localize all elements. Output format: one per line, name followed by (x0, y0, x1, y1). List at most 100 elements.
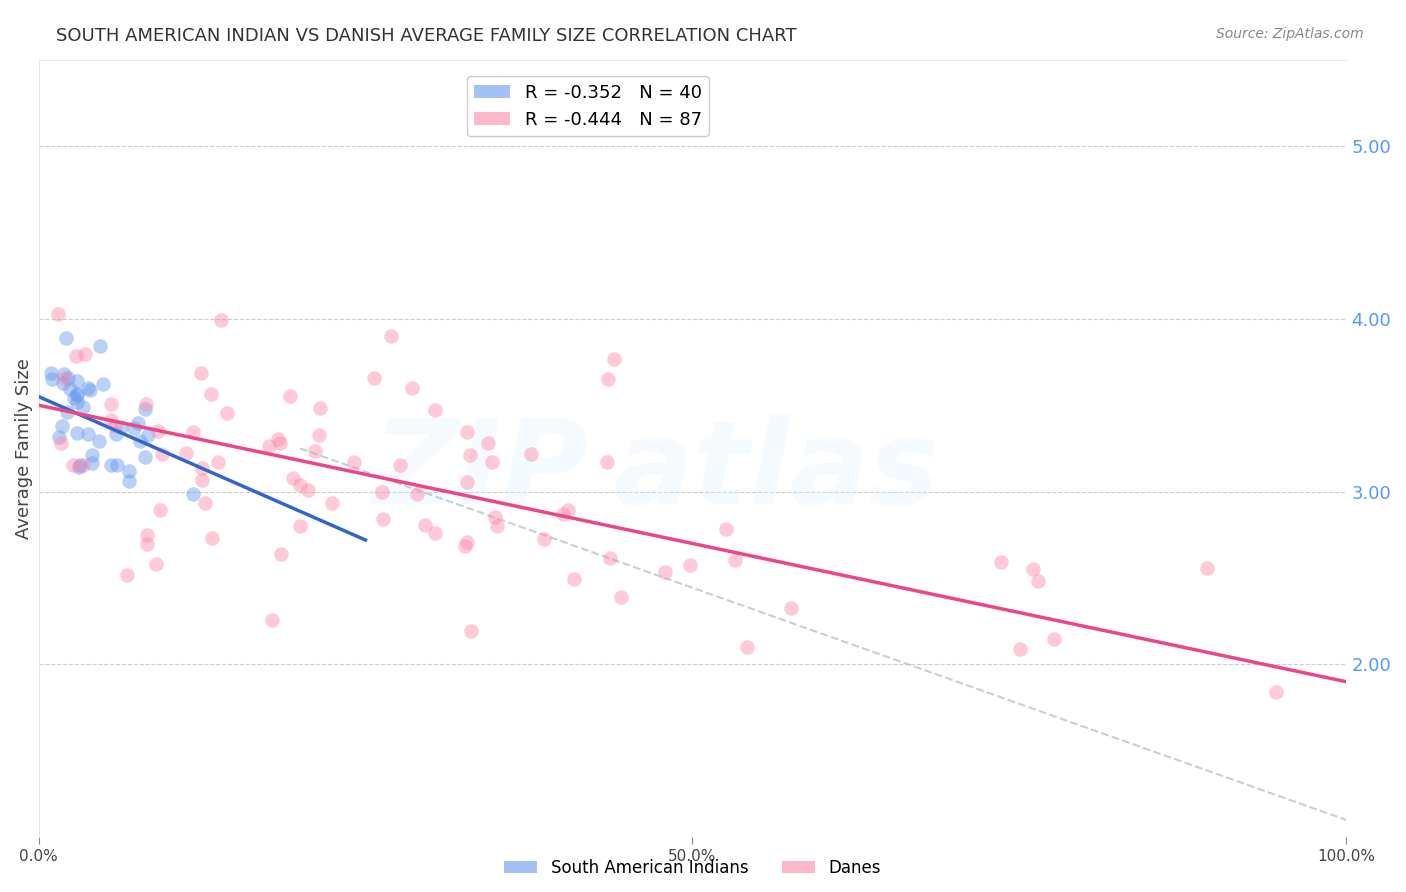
Point (138, 428, 160, 442)
Point (191, 473, 214, 487)
Point (343, 454, 366, 468)
Point (485, 518, 508, 533)
Point (460, 448, 482, 462)
Point (215, 406, 238, 420)
Point (100, 458, 122, 473)
Point (51, 376, 73, 390)
Point (134, 450, 156, 464)
Point (191, 460, 214, 475)
Point (124, 421, 146, 435)
Point (288, 478, 311, 492)
Point (51, 419, 73, 434)
Point (380, 329, 402, 343)
Point (72, 458, 94, 472)
Point (297, 483, 319, 497)
Point (145, 557, 167, 571)
Point (269, 436, 291, 450)
Point (87, 434, 110, 448)
Text: SOUTH AMERICAN INDIAN VS DANISH AVERAGE FAMILY SIZE CORRELATION CHART: SOUTH AMERICAN INDIAN VS DANISH AVERAGE … (56, 27, 797, 45)
Point (1022, 562, 1045, 576)
Point (65, 349, 87, 363)
Point (52, 367, 75, 381)
Point (654, 565, 676, 579)
Point (56, 371, 79, 385)
Point (1010, 642, 1032, 657)
Point (290, 519, 312, 533)
Point (77, 381, 100, 395)
Point (679, 558, 702, 572)
Point (1026, 574, 1049, 588)
Point (281, 470, 304, 484)
Point (562, 572, 585, 586)
Point (194, 496, 217, 510)
Point (82, 448, 104, 462)
Point (190, 366, 212, 380)
Point (609, 590, 631, 604)
Point (66, 395, 89, 409)
Text: atlas: atlas (614, 414, 941, 529)
Point (405, 487, 427, 501)
Point (79, 383, 101, 397)
Point (49, 436, 72, 450)
Point (149, 503, 172, 517)
Point (481, 454, 503, 468)
Point (371, 485, 394, 500)
Point (41, 366, 63, 380)
Point (146, 424, 169, 438)
Point (100, 412, 122, 426)
Point (557, 503, 579, 517)
Point (135, 397, 157, 411)
Point (304, 444, 326, 458)
Point (267, 432, 290, 446)
Point (135, 528, 157, 542)
Point (118, 475, 141, 489)
Point (41, 371, 63, 385)
Point (200, 386, 222, 401)
Point (553, 508, 575, 522)
Point (484, 509, 506, 524)
Point (308, 428, 330, 442)
Point (724, 553, 747, 567)
Point (423, 525, 446, 540)
Point (89, 339, 111, 353)
Point (150, 447, 173, 461)
Point (48, 430, 70, 444)
Point (181, 487, 204, 501)
Point (1264, 685, 1286, 699)
Point (67, 460, 90, 475)
Point (103, 419, 125, 434)
Point (363, 371, 385, 385)
Point (598, 371, 620, 385)
Point (423, 403, 446, 417)
Point (321, 496, 343, 510)
Point (456, 535, 478, 549)
Point (110, 419, 132, 434)
Point (66, 388, 89, 402)
Point (46, 307, 69, 321)
Point (413, 517, 436, 532)
Point (55, 331, 77, 345)
Point (77, 426, 100, 441)
Text: ZIP: ZIP (371, 414, 588, 529)
Point (128, 434, 150, 448)
Point (519, 447, 541, 461)
Point (91, 377, 114, 392)
Point (596, 455, 619, 469)
Point (201, 531, 224, 545)
Point (105, 426, 128, 441)
Point (100, 397, 122, 411)
Point (456, 425, 478, 439)
Point (1197, 561, 1219, 575)
Point (990, 555, 1012, 569)
Point (599, 551, 621, 566)
Point (207, 455, 229, 469)
Point (780, 601, 803, 615)
Point (257, 439, 280, 453)
Point (69, 458, 91, 473)
Point (62, 458, 84, 473)
Point (118, 464, 141, 478)
Point (603, 351, 626, 366)
Point (389, 458, 412, 473)
Point (59, 382, 82, 396)
Point (278, 389, 301, 403)
